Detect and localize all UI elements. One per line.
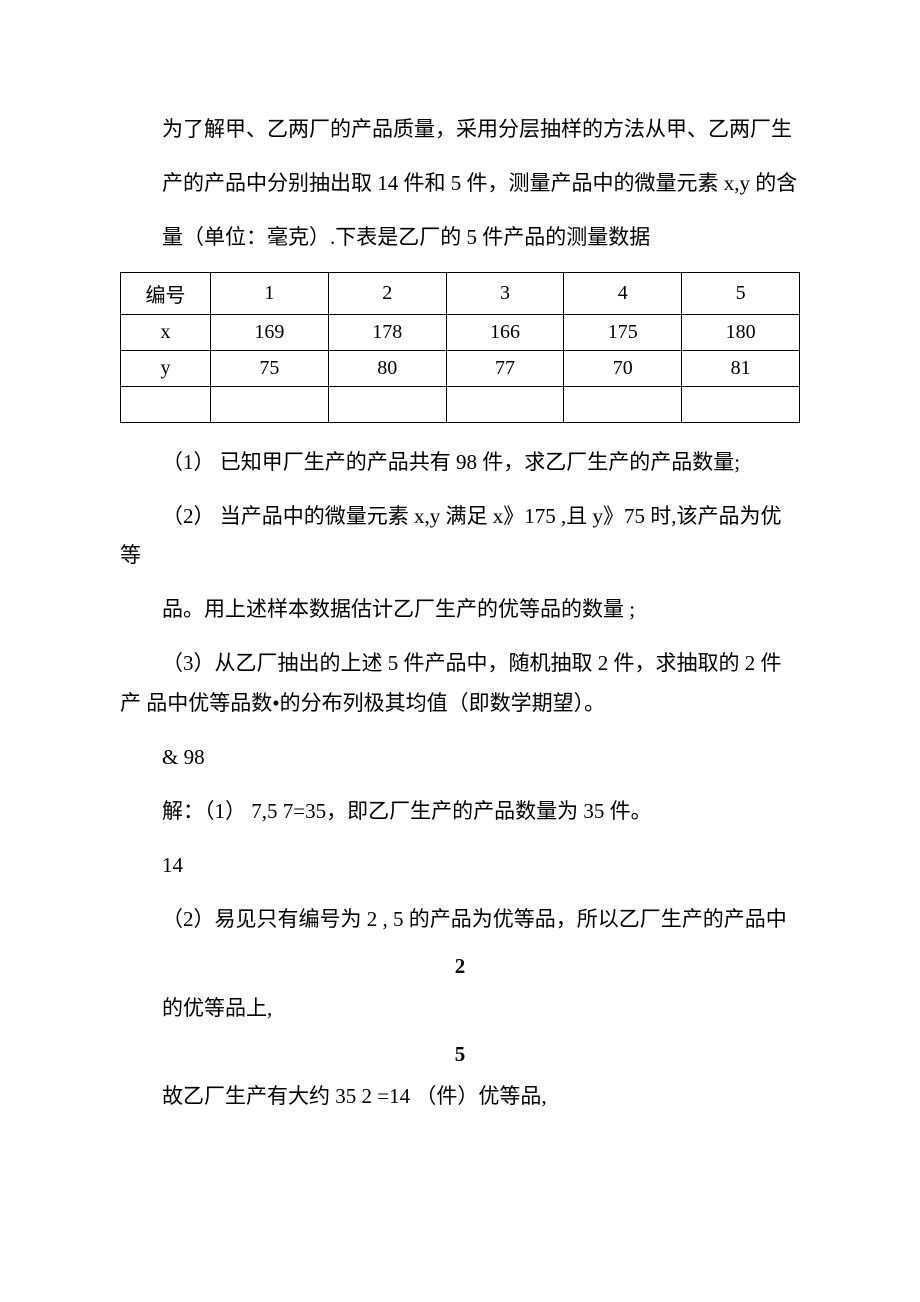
table-cell: 80	[328, 350, 446, 386]
table-cell	[682, 386, 800, 422]
paragraph: （2） 当产品中的微量元素 x,y 满足 x》175 ,且 y》75 时,该产品…	[120, 497, 800, 577]
paragraph: & 98	[120, 738, 800, 778]
table-row	[121, 386, 800, 422]
paragraph: 解：（1） 7,5 7=35，即乙厂生产的产品数量为 35 件。	[120, 792, 800, 832]
paragraph: （3）从乙厂抽出的上述 5 件产品中，随机抽取 2 件，求抽取的 2 件产 品中…	[120, 644, 800, 724]
table-header-cell: 3	[446, 272, 564, 314]
table-cell: 175	[564, 314, 682, 350]
table-row: x 169 178 166 175 180	[121, 314, 800, 350]
table-cell: 81	[682, 350, 800, 386]
table-header-cell: 编号	[121, 272, 211, 314]
table-cell	[446, 386, 564, 422]
center-number: 5	[120, 1042, 800, 1067]
table-cell	[328, 386, 446, 422]
paragraph: 量（单位：毫克）.下表是乙厂的 5 件产品的测量数据	[120, 218, 800, 258]
paragraph: 的优等品上,	[120, 989, 800, 1029]
table-cell: 75	[211, 350, 329, 386]
table-cell: 77	[446, 350, 564, 386]
table-header-row: 编号 1 2 3 4 5	[121, 272, 800, 314]
table-cell	[564, 386, 682, 422]
center-number: 2	[120, 954, 800, 979]
paragraph: 产的产品中分别抽出取 14 件和 5 件，测量产品中的微量元素 x,y 的含	[120, 164, 800, 204]
table-header-cell: 5	[682, 272, 800, 314]
paragraph: 14	[120, 846, 800, 886]
measurement-table: 编号 1 2 3 4 5 x 169 178 166 175 180 y 75 …	[120, 272, 800, 423]
paragraph: 品。用上述样本数据估计乙厂生产的优等品的数量 ;	[120, 590, 800, 630]
paragraph: （2）易见只有编号为 2 , 5 的产品为优等品，所以乙厂生产的产品中	[120, 900, 800, 940]
table-cell: 70	[564, 350, 682, 386]
document-page: 为了解甲、乙两厂的产品质量，采用分层抽样的方法从甲、乙两厂生 产的产品中分别抽出…	[0, 0, 920, 1211]
table-cell: 178	[328, 314, 446, 350]
paragraph: （1） 已知甲厂生产的产品共有 98 件，求乙厂生产的产品数量;	[120, 443, 800, 483]
paragraph: 为了解甲、乙两厂的产品质量，采用分层抽样的方法从甲、乙两厂生	[120, 110, 800, 150]
table-header-cell: 2	[328, 272, 446, 314]
table-cell: 180	[682, 314, 800, 350]
paragraph: 故乙厂生产有大约 35 2 =14 （件）优等品,	[120, 1077, 800, 1117]
table-cell	[211, 386, 329, 422]
table-cell: x	[121, 314, 211, 350]
table-cell: 169	[211, 314, 329, 350]
table-cell: 166	[446, 314, 564, 350]
table-header-cell: 1	[211, 272, 329, 314]
table-cell: y	[121, 350, 211, 386]
table-cell	[121, 386, 211, 422]
table-header-cell: 4	[564, 272, 682, 314]
table-row: y 75 80 77 70 81	[121, 350, 800, 386]
